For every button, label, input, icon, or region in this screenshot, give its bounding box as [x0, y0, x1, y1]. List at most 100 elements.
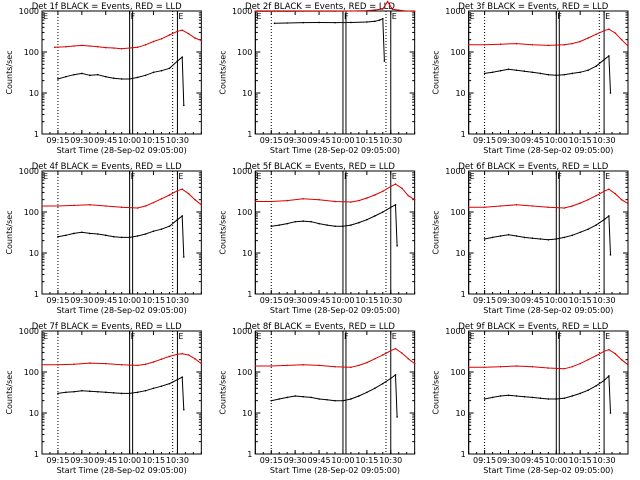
data-point	[467, 366, 470, 369]
data-point	[555, 74, 558, 77]
y-tick-label: 10	[29, 89, 39, 98]
data-point	[563, 73, 566, 76]
x-tick-label: 10:00	[545, 296, 568, 305]
data-point	[88, 203, 91, 206]
data-point	[334, 10, 336, 12]
data-point	[515, 203, 518, 206]
data-point	[104, 46, 107, 49]
y-tick-label: 1000	[232, 7, 252, 16]
data-point	[523, 236, 526, 239]
x-axis-label: Start Time (28-Sep-02 09:05:00)	[270, 146, 400, 155]
data-point	[88, 362, 91, 364]
data-point	[270, 225, 273, 228]
data-point	[366, 197, 368, 199]
y-tick-label: 1	[461, 450, 466, 459]
y-tick-label: 1000	[445, 327, 465, 336]
data-point	[389, 185, 392, 188]
panel-title: Det 2f BLACK = Events, RED = LLD	[245, 2, 395, 12]
data-point	[286, 10, 288, 13]
panel-title: Det 6f BLACK = Events, RED = LLD	[458, 162, 608, 172]
data-point	[168, 382, 171, 385]
data-point	[609, 412, 612, 414]
y-tick-label: 10	[455, 249, 465, 258]
data-point	[128, 78, 131, 80]
data-point	[394, 183, 397, 185]
x-tick-label: 09:15	[46, 456, 69, 465]
data-point	[531, 237, 534, 239]
data-point	[318, 222, 320, 225]
series-events	[483, 215, 612, 256]
data-point	[483, 366, 486, 369]
x-tick-label: 09:15	[46, 296, 69, 305]
panel-title: Det 3f BLACK = Events, RED = LLD	[458, 2, 608, 12]
x-tick-label: 09:45	[308, 136, 331, 145]
series-events	[57, 56, 185, 107]
series-line	[468, 28, 629, 47]
y-axis-label: Counts/sec	[218, 210, 227, 254]
x-tick-label: 09:45	[521, 296, 544, 305]
y-axis-label: Counts/sec	[218, 50, 227, 94]
data-point	[128, 47, 131, 49]
data-point	[168, 67, 171, 70]
series-line	[468, 349, 629, 370]
data-point	[152, 201, 155, 204]
data-point	[483, 398, 486, 400]
x-tick-label: 10:00	[331, 296, 354, 305]
series-line	[271, 373, 398, 418]
x-tick-label: 09:15	[260, 296, 283, 305]
data-point	[73, 363, 75, 365]
data-point	[120, 236, 123, 239]
data-point	[507, 394, 510, 397]
data-point	[547, 206, 550, 209]
x-tick-label: 09:45	[521, 456, 544, 465]
y-tick-label: 10	[242, 249, 252, 258]
y-axis-label: Counts/sec	[5, 370, 14, 414]
data-point	[96, 233, 99, 235]
y-tick-label: 1000	[445, 167, 465, 176]
data-point	[183, 408, 185, 411]
x-tick-label: 10:00	[118, 136, 141, 145]
data-point	[104, 75, 107, 78]
data-point	[366, 361, 368, 364]
data-point	[381, 17, 384, 20]
x-tick-label: 09:30	[284, 296, 307, 305]
data-point	[563, 236, 566, 239]
data-point	[579, 202, 581, 204]
data-point	[254, 200, 257, 203]
data-point	[318, 398, 320, 400]
data-point	[614, 32, 617, 34]
y-tick-label: 1	[247, 450, 252, 459]
y-tick-label: 100	[237, 208, 252, 217]
data-point	[318, 10, 320, 12]
series-lld	[254, 0, 416, 13]
x-axis-label: Start Time (28-Sep-02 09:05:00)	[57, 146, 187, 155]
data-point	[176, 60, 179, 62]
x-axis-label: Start Time (28-Sep-02 09:05:00)	[483, 146, 613, 155]
data-point	[194, 37, 196, 39]
data-point	[483, 43, 486, 46]
data-point	[539, 397, 542, 399]
data-point	[603, 350, 605, 353]
data-point	[160, 228, 163, 231]
y-axis-label: Counts/sec	[218, 370, 227, 414]
flag-label: E	[605, 172, 610, 181]
x-tick-label: 10:30	[593, 456, 616, 465]
data-point	[176, 218, 179, 221]
series-line	[484, 374, 611, 414]
flag-label: F	[344, 332, 349, 341]
data-point	[563, 397, 566, 399]
data-point	[73, 45, 75, 47]
data-point	[587, 228, 589, 231]
x-tick-label: 10:15	[569, 456, 592, 465]
data-point	[302, 363, 304, 366]
data-point	[318, 21, 320, 24]
data-point	[381, 382, 384, 385]
x-tick-label: 10:00	[545, 456, 568, 465]
series-line	[42, 353, 202, 366]
data-point	[65, 45, 67, 48]
data-point	[389, 349, 392, 352]
series-line	[57, 376, 185, 410]
data-point	[358, 364, 360, 367]
